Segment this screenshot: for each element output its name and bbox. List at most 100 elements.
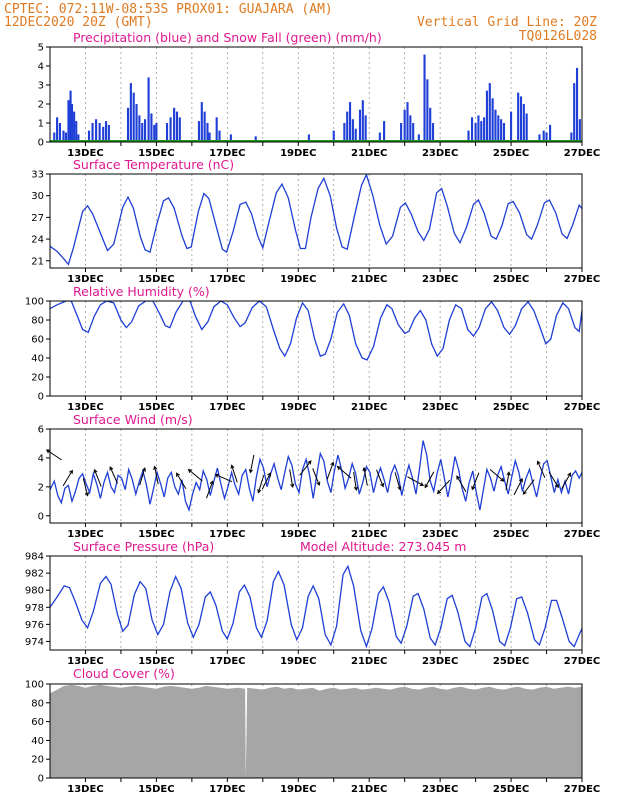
x-tick-label: 23DEC <box>422 529 458 540</box>
precip-bar <box>208 132 211 142</box>
precip-bar <box>549 124 552 142</box>
precip-bar <box>519 96 523 142</box>
y-tick-label: 0 <box>38 392 44 403</box>
precip-bar <box>138 115 141 142</box>
panel-frame <box>49 683 583 779</box>
precip-bar <box>178 117 181 142</box>
precip-bar <box>126 107 130 142</box>
x-tick-label: 19DEC <box>280 784 316 795</box>
precip-bar <box>429 107 432 142</box>
precip-bar <box>423 54 426 142</box>
y-tick-label: 4 <box>38 453 44 464</box>
x-tick-label: 13DEC <box>67 656 103 667</box>
precip-bar <box>354 128 357 142</box>
precip-bar <box>70 104 74 142</box>
panel-frame <box>49 173 583 269</box>
cloud-cover-area <box>50 684 582 778</box>
y-tick-label: 4 <box>38 62 44 73</box>
precip-bar <box>64 132 68 142</box>
precip-bar <box>129 83 132 142</box>
panel-frame <box>49 428 583 524</box>
wind-arrow <box>45 449 62 461</box>
precip-bar <box>545 132 548 142</box>
precip-bar <box>58 123 61 142</box>
panel-title: Surface Temperature (nC) <box>73 157 234 172</box>
x-tick-label: 25DEC <box>493 656 529 667</box>
x-tick-label: 21DEC <box>351 656 387 667</box>
panel-4: Surface Wind (m/s) 0 2 4 6 13DEC 15DEC 17DEC 19D… <box>38 412 601 540</box>
x-tick-label: 25DEC <box>493 784 529 795</box>
precip-bar <box>73 111 76 142</box>
wind-arrow <box>206 480 214 499</box>
y-tick-label: 60 <box>31 717 44 728</box>
panel-title: Cloud Cover (%) <box>73 666 175 681</box>
precip-bar <box>218 130 221 142</box>
wind-arrow <box>336 465 352 479</box>
precip-bar <box>53 132 56 142</box>
x-tick-label: 21DEC <box>351 529 387 540</box>
precip-bar <box>98 123 101 142</box>
x-tick-label: 25DEC <box>493 529 529 540</box>
panel-frame <box>49 300 583 397</box>
header-model: TQ0126L028 <box>519 29 597 44</box>
y-tick-label: 974 <box>25 637 44 648</box>
y-tick-label: 100 <box>25 297 44 308</box>
precip-bar <box>491 98 494 142</box>
precip-bar <box>474 123 477 142</box>
precip-bar <box>91 123 94 142</box>
precip-bar <box>538 134 541 142</box>
y-tick-label: 60 <box>31 335 44 346</box>
x-tick-label: 15DEC <box>138 274 174 285</box>
precip-bar <box>143 119 147 142</box>
wind-arrow <box>214 473 233 483</box>
wind-arrow <box>471 472 480 491</box>
wind-arrow <box>82 477 89 497</box>
y-tick-label: 0 <box>38 774 44 785</box>
panel-frame <box>49 46 583 143</box>
panel-title: Surface Wind (m/s) <box>73 412 193 427</box>
precip-bar <box>254 136 257 142</box>
precip-bar <box>426 79 429 142</box>
x-tick-label: 23DEC <box>422 402 458 413</box>
wind-arrow <box>353 472 359 492</box>
precip-bar <box>400 123 403 142</box>
x-tick-label: 17DEC <box>209 274 245 285</box>
precip-bar <box>173 107 176 142</box>
y-tick-label: 5 <box>38 43 44 54</box>
precip-bar <box>348 102 352 142</box>
precip-bar <box>135 104 138 142</box>
x-tick-label: 19DEC <box>280 274 316 285</box>
precip-bar <box>525 113 528 142</box>
x-tick-label: 27DEC <box>564 274 600 285</box>
x-tick-label: 17DEC <box>209 529 245 540</box>
y-tick-label: 3 <box>38 81 44 92</box>
precip-bar <box>87 130 91 142</box>
x-tick-label: 13DEC <box>67 274 103 285</box>
x-tick-label: 23DEC <box>422 274 458 285</box>
precip-bar <box>77 134 80 142</box>
precip-bar <box>517 92 520 142</box>
header-grid-note: Vertical Grid Line: 20Z <box>417 15 597 30</box>
precip-bar <box>467 130 470 142</box>
precip-bar <box>570 132 573 142</box>
series-line <box>50 301 582 361</box>
precip-bar <box>150 113 153 142</box>
precip-bar <box>383 121 386 142</box>
x-tick-label: 15DEC <box>138 148 174 159</box>
precip-bar <box>141 123 144 142</box>
wind-arrow <box>62 469 73 487</box>
y-tick-label: 80 <box>31 698 44 709</box>
x-tick-label: 25DEC <box>493 148 529 159</box>
x-tick-label: 21DEC <box>351 402 387 413</box>
series-line <box>50 174 582 266</box>
y-tick-label: 27 <box>31 213 44 224</box>
wind-arrow <box>376 469 385 488</box>
y-tick-label: 2 <box>38 482 44 493</box>
y-tick-label: 2 <box>38 100 44 111</box>
wind-arrow <box>289 469 295 489</box>
x-tick-label: 27DEC <box>564 529 600 540</box>
precip-bar <box>169 117 172 142</box>
wind-arrow <box>436 479 451 495</box>
x-tick-label: 17DEC <box>209 656 245 667</box>
precip-bar <box>206 123 209 142</box>
